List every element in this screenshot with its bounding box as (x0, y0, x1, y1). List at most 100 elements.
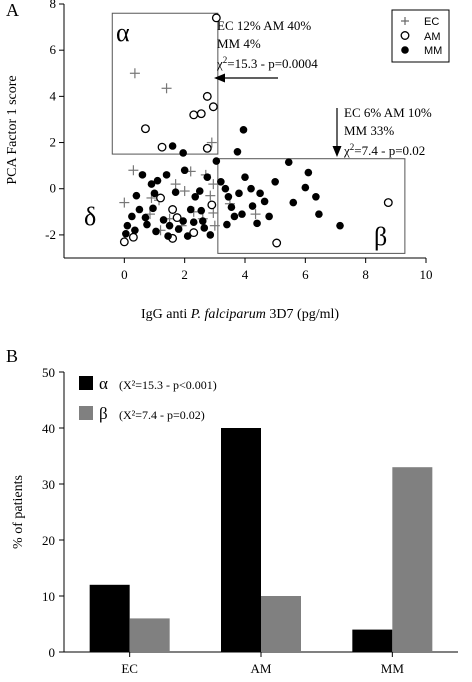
beta-region-box (217, 158, 406, 254)
x-tick-label: 4 (242, 267, 249, 282)
am-point (156, 193, 165, 203)
mm-point (147, 180, 156, 188)
mm-point (138, 171, 147, 179)
panel-a-points (119, 13, 393, 248)
bar-alpha-ec (89, 584, 130, 652)
bar-beta-am (261, 596, 301, 652)
xlabel-suffix: 3D7 (pg/ml) (266, 307, 339, 322)
am-point (202, 91, 212, 101)
mm-point (122, 229, 130, 238)
mm-point (248, 202, 257, 210)
alpha-chi-exponent: 2 (223, 55, 228, 65)
panel-b-legend: α (X²=15.3 - p<0.001) β (X²=7.4 - p=0.02… (79, 374, 217, 423)
y-tick-label: 0 (49, 645, 56, 660)
legend-marker-mm (401, 46, 409, 54)
ec-point (208, 207, 219, 218)
am-point (172, 213, 182, 223)
y-tick-label: 10 (42, 589, 55, 604)
x-tick-label: 10 (420, 267, 433, 282)
mm-point (179, 149, 187, 157)
beta-annot-line1: EC 6% AM 10% (344, 105, 432, 120)
legend-text-beta: (X²=7.4 - p=0.02) (119, 408, 205, 422)
am-point (196, 109, 206, 119)
alpha-annotation: EC 12% AM 40% MM 4% χ2=15.3 - p=0.0004 (214, 18, 318, 83)
am-point (157, 142, 167, 152)
mm-point (230, 212, 239, 221)
bar-alpha-mm (352, 629, 393, 652)
panel-a-letter: A (6, 0, 19, 20)
beta-annotation: EC 6% AM 10% MM 33% χ2=7.4 - p=0.02 (332, 105, 432, 158)
x-tick-label: 8 (362, 267, 369, 282)
ec-point (250, 209, 261, 220)
legend-swatch-beta (79, 406, 93, 420)
mm-point (191, 193, 200, 201)
mm-point (289, 198, 298, 207)
panel-b-bars (89, 428, 433, 652)
ec-point (119, 197, 130, 208)
panel-b-ylabel: % of patients (11, 475, 26, 549)
legend-swatch-alpha (79, 376, 93, 390)
ec-point (206, 137, 217, 148)
mm-point (189, 218, 198, 227)
mm-point (271, 178, 279, 186)
y-tick-label: 50 (42, 365, 55, 380)
am-point (119, 237, 129, 247)
beta-annot-line2: MM 33% (344, 123, 394, 138)
mm-point (143, 220, 151, 229)
mm-point (247, 184, 255, 193)
mm-point (312, 193, 320, 201)
bar-beta-mm (392, 467, 433, 652)
alpha-chi-symbol: χ (216, 56, 223, 71)
mm-point (197, 206, 206, 215)
mm-point (336, 221, 344, 230)
mm-point (183, 232, 192, 240)
am-point (272, 238, 282, 248)
mm-point (239, 126, 248, 134)
beta-chi-exponent: 2 (350, 142, 355, 152)
ec-point (129, 68, 140, 79)
x-category-label: EC (121, 661, 138, 676)
mm-point (315, 210, 323, 218)
legend-label-mm: MM (424, 45, 442, 57)
panel-a-axes: 0 2 4 6 8 10 -2 0 2 4 6 8 (45, 0, 432, 282)
ec-point (161, 83, 172, 94)
ec-point (208, 179, 219, 190)
mm-point (241, 173, 249, 181)
ec-point (170, 179, 181, 190)
beta-arrow-head (332, 146, 342, 157)
legend-symbol-beta: β (99, 404, 108, 423)
mm-point (203, 173, 212, 181)
beta-chi-rest: =7.4 - p=0.02 (354, 143, 425, 158)
legend-symbol-alpha: α (99, 374, 108, 393)
mm-point (164, 232, 172, 240)
mm-point (284, 158, 293, 166)
panel-a-ylabel: PCA Factor 1 score (5, 75, 20, 184)
mm-point (128, 212, 136, 221)
panel-a-legend: EC AM MM (391, 9, 450, 63)
alpha-region-box (111, 12, 219, 155)
mm-point (227, 203, 236, 211)
mm-point (224, 193, 233, 201)
y-tick-label: 8 (50, 0, 57, 11)
bar-alpha-am (221, 428, 261, 652)
mm-point (165, 221, 174, 230)
mm-point (200, 224, 209, 232)
mm-point (304, 168, 313, 177)
mm-point (153, 176, 162, 185)
delta-region-label: δ (84, 202, 96, 231)
mm-point (123, 221, 132, 230)
mm-point (174, 225, 183, 233)
beta-annot-chi: χ2=7.4 - p=0.02 (343, 142, 425, 158)
legend-text-alpha: (X²=15.3 - p<0.001) (119, 378, 217, 392)
am-point (189, 228, 199, 238)
mm-point (162, 171, 171, 179)
mm-point (260, 197, 269, 206)
x-category-label: AM (251, 661, 272, 676)
ec-point (179, 186, 190, 197)
am-point (202, 143, 212, 153)
mm-point (223, 220, 231, 229)
mm-point (149, 204, 157, 213)
mm-point (233, 147, 242, 156)
alpha-region-label: α (116, 18, 130, 47)
